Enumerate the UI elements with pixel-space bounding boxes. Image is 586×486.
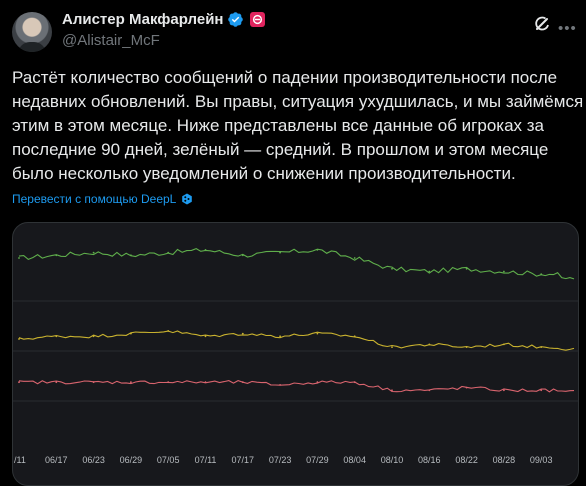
data-point [391, 346, 393, 348]
x-tick-label: /11 [14, 455, 26, 465]
author-avatar[interactable] [12, 12, 52, 52]
data-point [204, 249, 207, 251]
data-point [92, 335, 95, 338]
series-line [18, 380, 575, 393]
data-point [279, 384, 281, 386]
series-line [18, 330, 575, 351]
x-tick-label: 09/03 [530, 455, 553, 465]
deepl-icon [182, 193, 193, 205]
data-point [316, 249, 319, 251]
data-point [540, 389, 543, 392]
tweet-line: недавних обновлений. Вы правы, ситуация … [12, 92, 584, 111]
data-point [241, 254, 244, 257]
x-tick-label: 07/29 [306, 455, 329, 465]
data-point [353, 381, 356, 384]
data-point [503, 343, 505, 346]
data-point [353, 257, 356, 259]
data-point [18, 381, 20, 384]
data-point [167, 381, 170, 384]
x-tick-label: 08/22 [455, 455, 478, 465]
translate-label: Перевести с помощью DeepL [12, 192, 177, 206]
data-point [503, 389, 505, 392]
x-tick-label: 06/29 [120, 455, 143, 465]
data-point [428, 343, 431, 346]
data-point [316, 381, 319, 384]
data-point [130, 381, 132, 384]
performance-chart: /11 06/17 06/23 06/29 07/05 07/11 07/17 07/23 07… [13, 247, 578, 465]
x-tick-label: 07/23 [269, 455, 292, 465]
data-point [465, 267, 468, 270]
chart-image[interactable]: /11 06/17 06/23 06/29 07/05 07/11 07/17 07/23 07… [12, 222, 579, 486]
x-tick-label: 08/04 [343, 455, 366, 465]
x-tick-label: 08/16 [418, 455, 441, 465]
data-point [92, 251, 95, 254]
data-point [316, 332, 319, 335]
data-point [391, 267, 393, 270]
more-icon[interactable]: ••• [558, 20, 577, 37]
x-tick-label: 06/23 [82, 455, 105, 465]
x-tick-label: 07/05 [157, 455, 180, 465]
data-point [204, 335, 207, 338]
data-point [540, 346, 543, 348]
tweet-line: этим в этом месяце. Ниже представлены вс… [12, 116, 545, 135]
data-point [55, 335, 58, 338]
data-point [353, 335, 356, 338]
author-name-row: Алистер Макфарлейн [62, 11, 266, 28]
data-point [18, 257, 20, 259]
data-point [241, 332, 244, 335]
x-tick-label: 07/17 [232, 455, 255, 465]
x-tick-label: 08/28 [493, 455, 516, 465]
data-point [279, 251, 281, 254]
x-tick-label: 07/11 [195, 455, 217, 465]
data-point [55, 254, 58, 257]
tweet-line: Растёт количество сообщений о падении пр… [12, 68, 558, 87]
data-point [465, 346, 468, 348]
data-point [18, 338, 20, 340]
x-tick-label: 08/10 [381, 455, 404, 465]
data-point [130, 254, 132, 257]
data-point [428, 270, 431, 273]
author-handle[interactable]: @Alistair_McF [62, 32, 160, 49]
data-point [391, 389, 393, 392]
data-point [55, 381, 58, 384]
data-point [167, 330, 170, 332]
tweet-text: Растёт количество сообщений о падении пр… [12, 66, 584, 186]
data-point [130, 332, 132, 335]
red-affiliate-badge-icon [250, 12, 266, 27]
translate-link[interactable]: Перевести с помощью DeepL [12, 192, 193, 206]
data-point [503, 270, 505, 273]
data-point [540, 273, 543, 276]
data-point [279, 335, 281, 338]
series-line [18, 247, 575, 280]
verified-check-icon [228, 12, 244, 27]
data-point [428, 389, 431, 392]
author-name[interactable]: Алистер Макфарлейн [62, 11, 224, 28]
data-point [167, 251, 170, 254]
data-point [465, 386, 468, 389]
tweet-line: последние 90 дней, зелёный — средний. В … [12, 140, 549, 159]
x-tick-label: 06/17 [45, 455, 68, 465]
grok-icon[interactable] [532, 14, 552, 34]
data-point [204, 381, 207, 384]
tweet-line: было несколько уведомлений о снижении пр… [12, 164, 516, 183]
avatar-figure [18, 42, 46, 52]
data-point [92, 381, 95, 384]
data-point [241, 381, 244, 384]
